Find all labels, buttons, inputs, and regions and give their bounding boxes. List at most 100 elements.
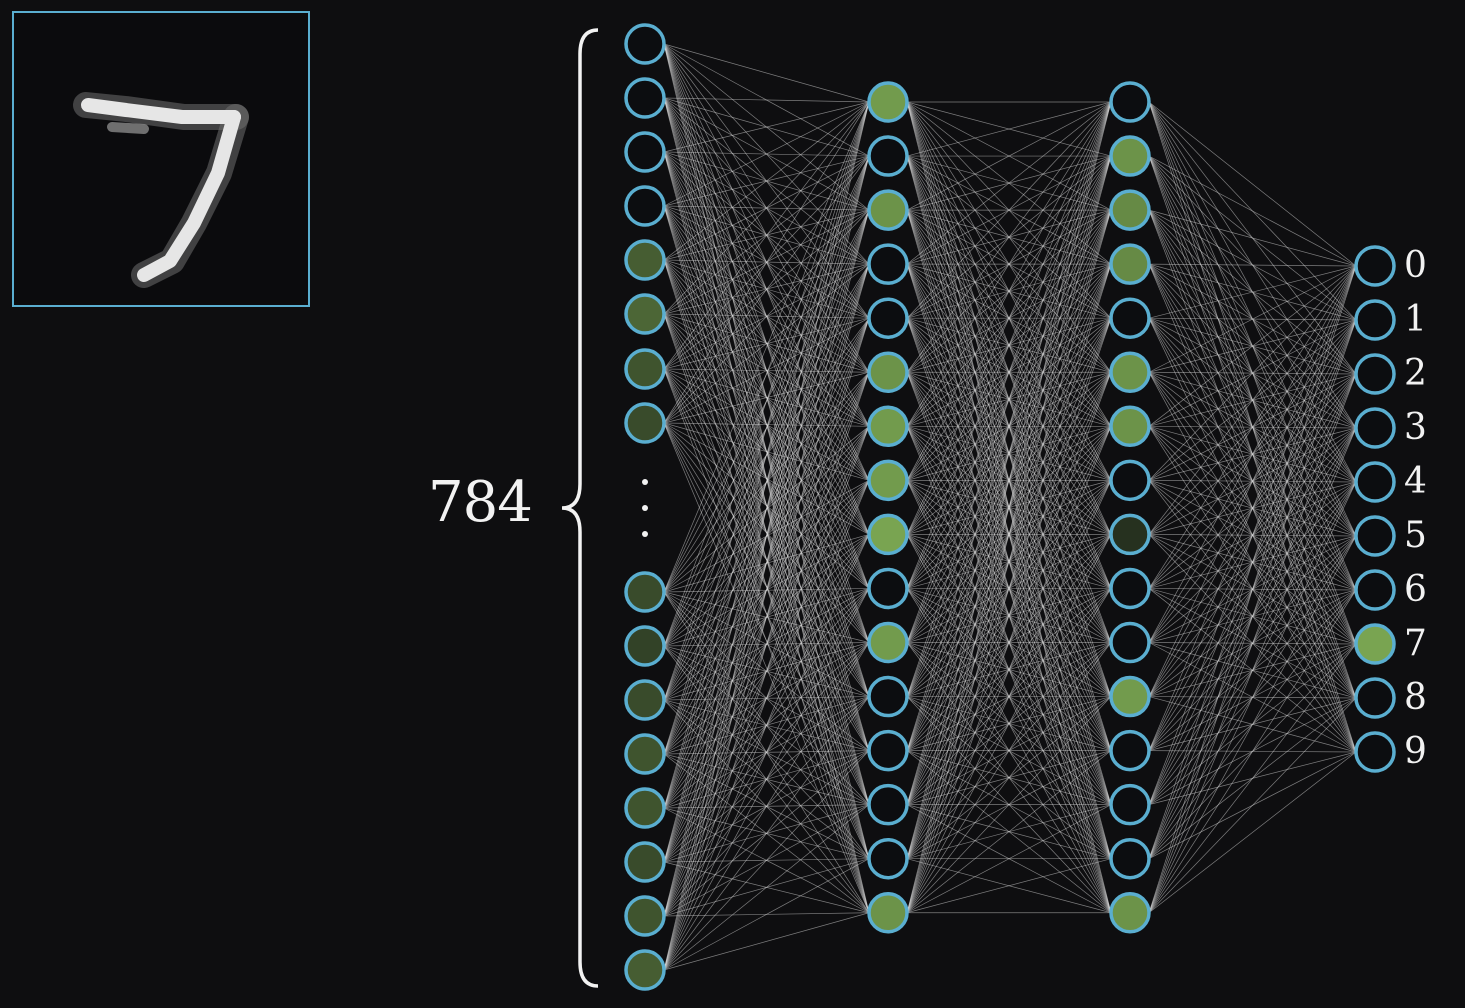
- output-neuron: [1354, 623, 1396, 665]
- input-neuron: [624, 733, 666, 775]
- connection-edge: [906, 101, 1112, 643]
- connection-edge: [663, 422, 870, 697]
- connection-edge: [663, 101, 870, 153]
- ellipsis-dot: [642, 479, 648, 485]
- connection-edge: [1148, 427, 1357, 913]
- output-label-6: 6: [1404, 569, 1427, 610]
- connection-edge: [1148, 535, 1357, 913]
- connection-edge: [663, 264, 870, 971]
- hidden1-neuron: [867, 892, 909, 934]
- input-size-label: 784: [428, 470, 533, 535]
- connection-edge: [663, 97, 870, 103]
- ellipsis-dot: [642, 505, 648, 511]
- connection-edge: [663, 804, 870, 971]
- output-neuron: [1354, 299, 1396, 341]
- input-digit-image: [12, 11, 310, 307]
- connection-edge: [1148, 643, 1357, 913]
- connection-edge: [1148, 589, 1357, 913]
- hidden1-neuron: [867, 729, 909, 772]
- output-neuron: [1354, 569, 1396, 611]
- hidden2-neuron: [1109, 459, 1151, 502]
- connection-edge: [1148, 697, 1357, 913]
- connection-edge: [906, 588, 1112, 913]
- connection-edge: [1148, 209, 1357, 267]
- connection-edge: [663, 422, 870, 913]
- connection-edge: [663, 422, 870, 643]
- connection-edge: [906, 696, 1112, 913]
- digit-seven-image: [73, 92, 249, 288]
- input-neuron: [624, 185, 666, 227]
- hidden1-neuron: [867, 513, 909, 556]
- hidden1-neuron: [867, 783, 909, 826]
- connection-edge: [663, 313, 870, 373]
- input-neuron: [624, 293, 666, 335]
- connection-edge: [663, 101, 870, 315]
- connection-edge: [663, 155, 870, 424]
- connection-edge: [663, 101, 870, 863]
- hidden1-neuron: [867, 135, 909, 177]
- network-neurons: [624, 23, 1396, 991]
- connection-edge: [906, 101, 1112, 697]
- hidden1-neuron: [867, 675, 909, 718]
- hidden2-neuron: [1109, 405, 1151, 448]
- connection-edge: [1148, 265, 1357, 805]
- connection-edge: [663, 696, 870, 971]
- input-neuron: [624, 239, 666, 281]
- connection-edge: [906, 210, 1112, 913]
- connection-edge: [1148, 265, 1357, 859]
- connection-edge: [1148, 265, 1357, 427]
- ellipsis-dot: [642, 531, 648, 537]
- output-label-8: 8: [1404, 677, 1427, 718]
- connection-edge: [663, 912, 870, 971]
- connection-edge: [906, 642, 1112, 913]
- connection-edge: [906, 155, 1112, 913]
- hidden2-neuron: [1109, 675, 1151, 718]
- connection-edge: [1148, 319, 1357, 913]
- connection-edge: [1148, 265, 1357, 643]
- connection-edge: [663, 313, 870, 481]
- input-neuron: [624, 787, 666, 829]
- connection-edge: [906, 480, 1112, 913]
- input-neuron: [624, 841, 666, 883]
- output-neuron: [1354, 245, 1396, 287]
- output-neuron: [1354, 515, 1396, 557]
- connection-edge: [906, 264, 1112, 913]
- hidden1-neuron: [867, 297, 909, 339]
- hidden1-neuron: [867, 81, 909, 123]
- connection-edge: [1148, 481, 1357, 913]
- connection-edge: [906, 318, 1112, 913]
- hidden1-neuron: [867, 459, 909, 502]
- connection-edge: [663, 101, 870, 424]
- output-label-1: 1: [1404, 299, 1427, 340]
- hidden2-neuron: [1109, 243, 1151, 285]
- connection-edge: [906, 101, 1112, 913]
- connection-edge: [663, 101, 870, 261]
- connection-edge: [1148, 265, 1357, 913]
- connection-edge: [906, 101, 1112, 427]
- connection-edge: [663, 588, 870, 971]
- input-neuron: [624, 949, 666, 991]
- connection-edge: [1148, 155, 1357, 267]
- connection-edge: [663, 534, 870, 971]
- connection-edge: [663, 101, 870, 809]
- connection-edge: [1148, 265, 1357, 751]
- hidden2-neuron: [1109, 513, 1151, 556]
- hidden2-neuron: [1109, 189, 1151, 231]
- connection-edge: [663, 101, 870, 971]
- connection-edge: [906, 101, 1112, 157]
- hidden2-neuron: [1109, 567, 1151, 610]
- input-neuron: [624, 625, 666, 667]
- connection-edge: [1148, 373, 1357, 913]
- connection-edge: [906, 101, 1112, 265]
- connection-edge: [906, 101, 1112, 481]
- output-label-4: 4: [1404, 461, 1427, 502]
- connection-edge: [1148, 265, 1357, 535]
- connection-edge: [1148, 263, 1357, 267]
- connection-edge: [906, 101, 1112, 589]
- connection-edge: [1148, 265, 1357, 589]
- connection-edge: [663, 101, 870, 755]
- input-neuron: [624, 348, 666, 390]
- output-neuron: [1354, 353, 1396, 395]
